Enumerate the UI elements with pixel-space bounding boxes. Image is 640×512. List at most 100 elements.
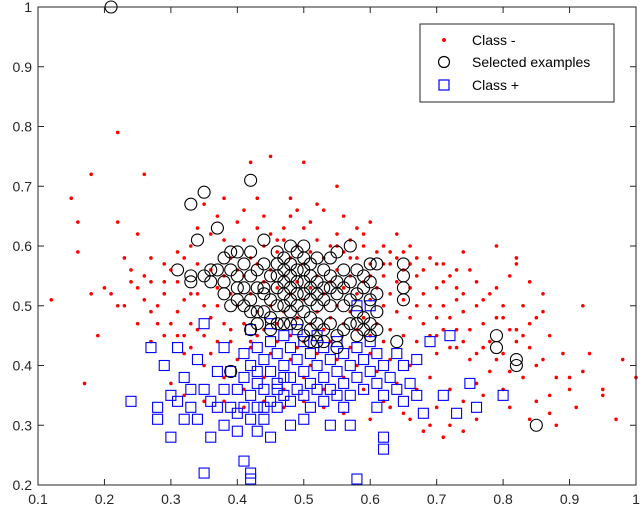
data-point-class-plus (271, 347, 283, 360)
data-point-class-minus (149, 309, 153, 314)
data-point-class-plus (245, 359, 257, 372)
data-point-class-plus (464, 377, 476, 389)
data-point-class-plus (125, 395, 137, 407)
data-point-class-plus (231, 425, 243, 437)
y-tick-label: 0.8 (13, 119, 33, 135)
data-point-class-plus (444, 330, 456, 342)
data-point-class-minus (321, 208, 326, 212)
data-point-class-minus (301, 226, 306, 230)
data-point-class-minus (195, 327, 200, 332)
data-point-class-plus (238, 347, 250, 360)
data-point-class-plus (338, 401, 350, 413)
data-point-class-plus (205, 431, 217, 443)
data-point-class-plus (238, 371, 250, 384)
data-point-class-minus (488, 339, 492, 344)
data-point-class-minus (388, 262, 392, 266)
data-point-class-minus (441, 435, 446, 440)
data-point-selected (396, 281, 410, 295)
data-point-class-plus (417, 407, 429, 419)
data-point-class-minus (202, 399, 206, 404)
data-point-class-minus (268, 154, 273, 159)
data-point-class-minus (514, 256, 519, 260)
data-point-selected (283, 317, 298, 331)
data-point-class-minus (448, 387, 452, 392)
data-point-class-minus (600, 387, 605, 392)
data-point-class-plus (198, 318, 210, 330)
data-point-selected (323, 299, 337, 313)
data-point-class-minus (182, 351, 186, 356)
data-point-class-minus (115, 220, 120, 224)
data-point-class-minus (262, 375, 266, 380)
data-point-class-minus (514, 339, 519, 344)
data-point-class-plus (371, 347, 383, 360)
data-point-class-plus (191, 413, 204, 425)
data-point-class-minus (321, 327, 326, 332)
data-point-class-minus (275, 286, 280, 290)
data-point-class-minus (488, 292, 492, 296)
data-point-class-minus (448, 315, 452, 320)
data-point-selected (370, 305, 384, 319)
data-point-class-minus (494, 286, 499, 290)
data-point-class-plus (251, 401, 263, 413)
data-point-class-minus (461, 292, 466, 296)
data-point-selected (310, 251, 324, 265)
data-point-class-plus (364, 365, 376, 378)
y-tick-label: 0.7 (13, 178, 33, 194)
data-point-selected (489, 329, 504, 343)
data-point-selected (257, 281, 271, 295)
data-point-class-minus (501, 351, 505, 356)
data-point-class-minus (275, 250, 280, 254)
data-point-class-minus (242, 238, 246, 242)
data-point-class-plus (178, 371, 190, 384)
data-point-class-minus (288, 196, 293, 200)
data-point-class-minus (428, 303, 432, 308)
data-point-selected (343, 317, 357, 331)
data-point-class-minus (581, 369, 585, 374)
data-point-class-minus (395, 309, 399, 314)
data-point-class-plus (331, 336, 343, 348)
data-point-class-minus (195, 262, 200, 266)
data-point-class-minus (49, 297, 54, 302)
data-point-class-plus (311, 383, 323, 395)
data-point-selected (396, 293, 410, 307)
data-point-class-plus (265, 395, 277, 407)
data-point-class-minus (222, 321, 226, 326)
data-point-class-minus (454, 268, 459, 272)
data-point-class-minus (395, 256, 399, 260)
data-point-class-minus (395, 280, 399, 284)
data-point-class-minus (102, 286, 107, 290)
data-point-class-minus (600, 393, 605, 398)
data-point-class-plus (245, 413, 257, 425)
data-point-class-minus (255, 226, 260, 230)
data-point-class-minus (361, 232, 366, 236)
data-point-class-minus (335, 232, 339, 236)
data-point-selected (310, 335, 324, 349)
data-point-class-plus (265, 318, 277, 330)
data-point-class-minus (355, 292, 359, 296)
data-point-class-minus (268, 351, 273, 356)
data-point-class-minus (434, 351, 439, 356)
legend-label-selected: Selected examples (472, 54, 590, 70)
data-point-class-minus (215, 303, 220, 308)
data-point-class-minus (169, 381, 173, 386)
data-point-class-minus (541, 309, 545, 314)
data-point-class-plus (238, 401, 250, 413)
data-point-class-plus (384, 371, 396, 384)
data-point-selected (190, 233, 205, 247)
data-point-class-plus (178, 413, 190, 425)
data-point-class-minus (162, 333, 167, 338)
data-point-class-minus (474, 303, 479, 308)
data-point-selected (230, 281, 244, 295)
legend-label-class-plus: Class + (472, 77, 519, 93)
data-point-class-minus (461, 339, 466, 344)
data-point-class-plus (251, 365, 263, 378)
series-class (49, 130, 638, 440)
data-point-class-minus (82, 381, 87, 386)
data-point-class-plus (278, 371, 290, 384)
y-tick-label: 0.4 (13, 358, 33, 374)
data-point-class-plus (298, 336, 310, 348)
data-point-class-minus (474, 351, 479, 356)
data-point-class-plus (344, 419, 356, 431)
data-point-class-minus (381, 244, 386, 248)
data-point-class-minus (189, 244, 193, 248)
